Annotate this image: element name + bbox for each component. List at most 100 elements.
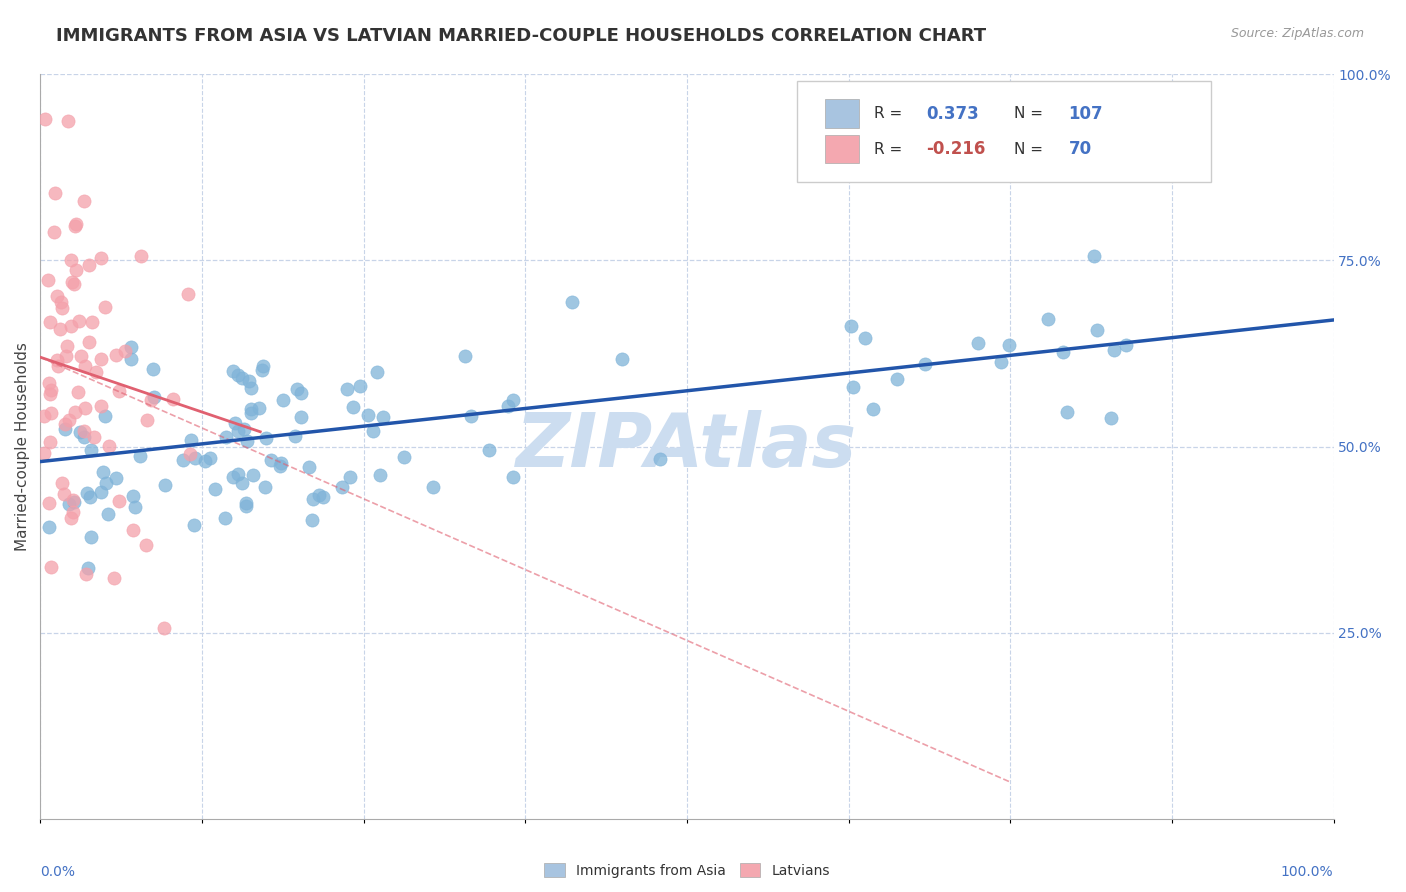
Point [38,387,60,401]
Point [80,315,103,329]
Y-axis label: Married-couple Households: Married-couple Households [15,343,30,551]
Point [308,487,330,501]
Point [285,383,308,397]
Point [222,364,245,378]
Point [301,513,323,527]
Point [240,381,263,395]
Point [240,402,263,417]
Point [39,560,62,574]
Legend: Immigrants from Asia, Latvians: Immigrants from Asia, Latvians [538,857,835,883]
Point [648,451,671,466]
Point [224,416,246,430]
Point [49,295,72,310]
Point [142,362,165,376]
Point [79,530,101,544]
Point [260,452,283,467]
Text: 0.373: 0.373 [927,104,979,122]
Point [80,443,103,458]
Point [862,402,884,417]
Point [357,408,380,422]
Point [108,494,131,508]
Point [59,318,82,333]
Point [1056,405,1078,419]
Point [336,382,359,396]
Point [49,322,72,336]
Point [180,434,202,448]
Point [73,430,96,444]
Point [75,359,97,374]
Point [94,409,117,424]
Point [1104,343,1126,357]
Point [39,315,62,329]
Text: N =: N = [1014,142,1047,157]
Point [226,368,249,382]
Point [37,273,59,287]
Point [104,470,127,484]
Point [392,450,415,464]
Point [853,331,876,345]
Point [77,561,100,575]
Point [252,359,274,373]
Point [1085,323,1108,337]
Point [561,294,583,309]
Point [122,489,145,503]
Point [38,376,60,391]
Text: 107: 107 [1069,104,1104,122]
Point [107,384,129,398]
Point [204,482,226,496]
Point [124,500,146,515]
Point [172,453,194,467]
Point [62,505,84,519]
Point [120,352,142,367]
Text: 0.0%: 0.0% [41,864,76,879]
Point [254,480,277,494]
FancyBboxPatch shape [797,81,1211,182]
Text: IMMIGRANTS FROM ASIA VS LATVIAN MARRIED-COUPLE HOUSEHOLDS CORRELATION CHART: IMMIGRANTS FROM ASIA VS LATVIAN MARRIED-… [56,27,987,45]
Text: 100.0%: 100.0% [1281,864,1333,879]
Point [56,339,79,353]
FancyBboxPatch shape [825,99,859,128]
Point [63,277,86,292]
Point [349,378,371,392]
Text: ZIPAtlas: ZIPAtlas [516,410,858,483]
Point [38,435,60,450]
Point [69,425,91,439]
Point [53,417,76,431]
Point [1036,312,1059,326]
Point [235,496,257,510]
Point [339,470,361,484]
Text: 70: 70 [1069,140,1091,158]
Point [65,217,87,231]
Point [45,289,67,303]
Point [44,186,66,201]
Point [298,459,321,474]
Point [83,430,105,444]
Text: R =: R = [875,106,908,121]
Point [96,475,118,490]
Point [38,519,60,533]
Point [242,467,264,482]
Point [240,406,263,420]
Point [222,470,245,484]
Point [32,409,55,423]
Point [198,451,221,466]
Point [90,399,112,413]
Point [32,446,55,460]
Point [194,454,217,468]
Point [79,334,101,349]
Point [60,275,83,289]
Point [77,258,100,272]
Point [368,467,391,482]
Point [312,490,335,504]
Point [183,518,205,533]
Point [65,263,87,277]
Point [51,301,73,315]
Point [105,347,128,361]
Point [139,392,162,407]
Point [342,400,364,414]
Point [236,434,259,449]
Point [162,392,184,406]
Point [53,487,76,501]
Point [842,380,865,394]
Point [254,431,277,445]
